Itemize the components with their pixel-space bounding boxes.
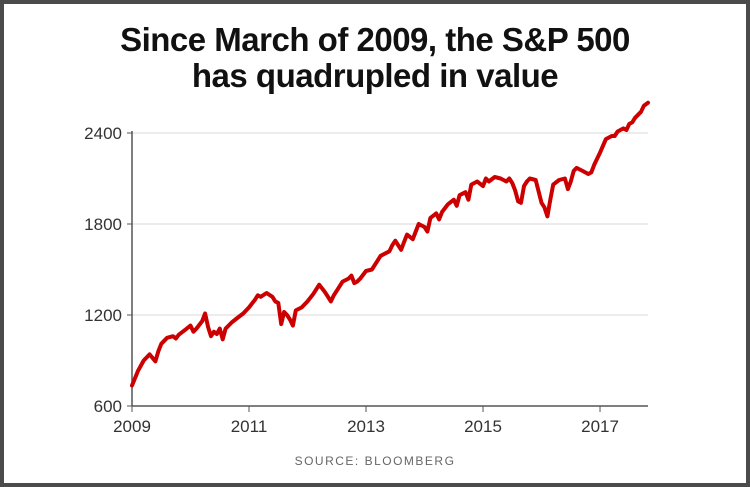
series-line	[130, 100, 650, 388]
x-tick-label: 2015	[464, 417, 502, 436]
y-tick-label: 2400	[84, 124, 122, 143]
chart-title: Since March of 2009, the S&P 500 has qua…	[4, 22, 746, 94]
x-tick-label: 2013	[347, 417, 385, 436]
x-tick-label: 2011	[231, 417, 268, 436]
chart-source: SOURCE: BLOOMBERG	[294, 454, 456, 468]
y-tick-label: 1800	[84, 215, 122, 234]
y-tick-label: 600	[94, 397, 122, 416]
chart-title-line-2: has quadrupled in value	[191, 57, 559, 94]
chart-title-line-1: Since March of 2009, the S&P 500	[120, 21, 630, 58]
x-tick-label: 2009	[113, 417, 151, 436]
x-tick-label: 2017	[581, 417, 619, 436]
y-tick-label: 1200	[84, 306, 122, 325]
